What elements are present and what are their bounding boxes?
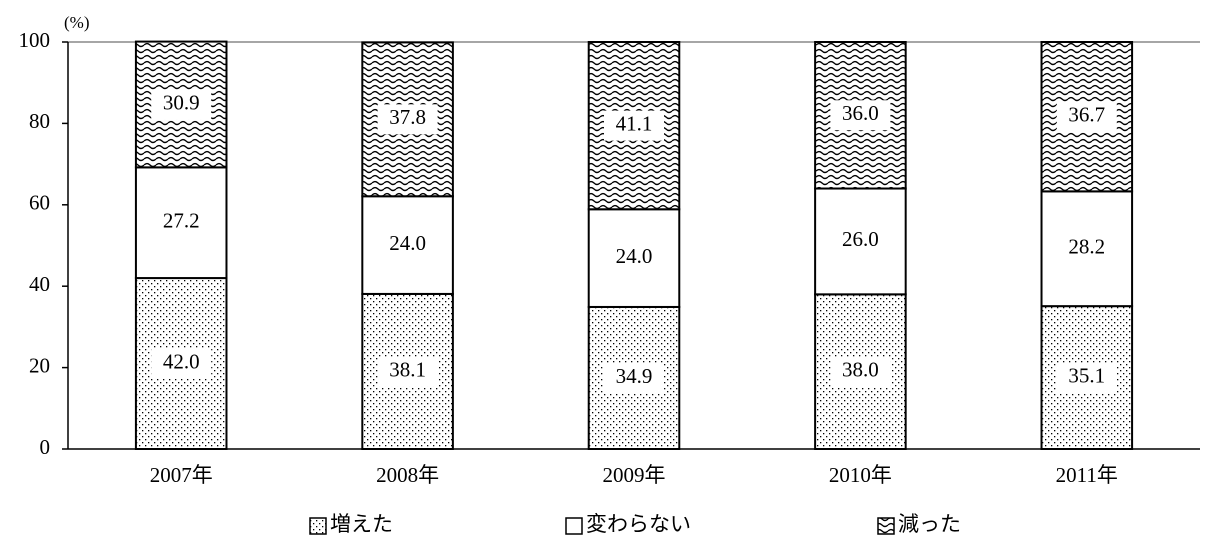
legend-swatch bbox=[565, 517, 583, 535]
y-tick-label: 60 bbox=[29, 191, 50, 215]
label-bg bbox=[377, 356, 438, 387]
label-bg bbox=[1056, 362, 1117, 393]
x-tick-label: 2007年 bbox=[150, 463, 213, 487]
value-label: 24.0 bbox=[616, 244, 653, 268]
label-bg bbox=[604, 110, 664, 141]
unit-label: (%) bbox=[64, 13, 89, 32]
legend-label: 変わらない bbox=[586, 512, 691, 536]
y-tick-label: 20 bbox=[29, 353, 50, 377]
value-label: 36.0 bbox=[842, 101, 879, 125]
bar-segment bbox=[361, 195, 454, 295]
value-label: 35.1 bbox=[1068, 363, 1105, 387]
legend-label: 増えた bbox=[330, 512, 393, 536]
value-label: 37.8 bbox=[389, 105, 426, 129]
value-label: 30.9 bbox=[163, 90, 200, 114]
value-label: 34.9 bbox=[616, 364, 653, 388]
legend-swatch bbox=[309, 517, 327, 535]
label-bg bbox=[151, 348, 212, 379]
bar-segment bbox=[814, 187, 907, 296]
x-tick-label: 2011年 bbox=[1056, 463, 1118, 487]
label-bg bbox=[604, 362, 664, 393]
bar-segment bbox=[814, 293, 907, 450]
label-bg bbox=[151, 89, 212, 120]
y-tick-label: 0 bbox=[40, 435, 51, 459]
legend-label: 減った bbox=[898, 512, 961, 536]
value-label: 24.0 bbox=[389, 231, 426, 255]
y-tick-label: 100 bbox=[19, 28, 51, 52]
label-bg bbox=[377, 104, 438, 135]
bar-segment bbox=[587, 208, 681, 308]
value-label: 36.7 bbox=[1068, 102, 1105, 126]
x-tick-label: 2010年 bbox=[829, 463, 892, 487]
value-label: 41.1 bbox=[616, 111, 653, 135]
bar-segment bbox=[134, 40, 228, 169]
value-label: 42.0 bbox=[163, 349, 200, 373]
value-label: 27.2 bbox=[163, 209, 200, 233]
value-label: 38.0 bbox=[842, 357, 879, 381]
legend-swatch bbox=[877, 517, 895, 535]
y-tick-label: 40 bbox=[29, 272, 50, 296]
value-label: 26.0 bbox=[842, 227, 879, 251]
x-tick-label: 2008年 bbox=[376, 463, 439, 487]
value-label: 38.1 bbox=[389, 357, 426, 381]
value-label: 28.2 bbox=[1068, 235, 1105, 259]
x-tick-label: 2009年 bbox=[603, 463, 666, 487]
label-bg bbox=[830, 100, 891, 131]
label-bg bbox=[830, 356, 891, 387]
bar-segment bbox=[134, 277, 228, 450]
y-tick-label: 80 bbox=[29, 109, 50, 133]
bar-segment bbox=[1040, 190, 1134, 308]
label-bg bbox=[1056, 101, 1117, 132]
